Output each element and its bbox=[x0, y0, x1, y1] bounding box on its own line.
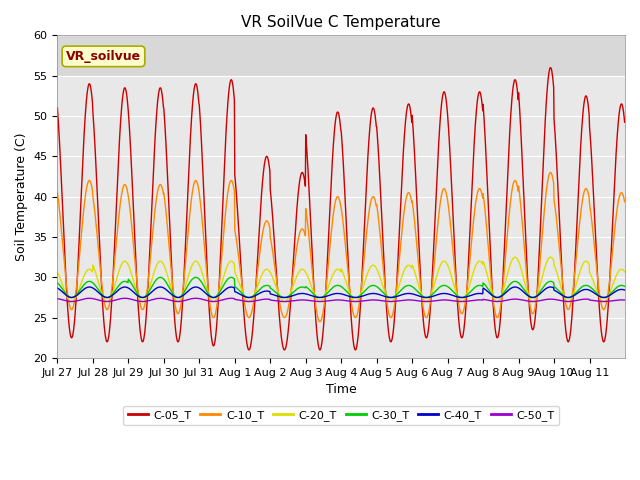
X-axis label: Time: Time bbox=[326, 383, 356, 396]
Title: VR SoilVue C Temperature: VR SoilVue C Temperature bbox=[241, 15, 441, 30]
Y-axis label: Soil Temperature (C): Soil Temperature (C) bbox=[15, 132, 28, 261]
Legend: C-05_T, C-10_T, C-20_T, C-30_T, C-40_T, C-50_T: C-05_T, C-10_T, C-20_T, C-30_T, C-40_T, … bbox=[124, 406, 559, 425]
Bar bbox=[58, 36, 625, 76]
Text: VR_soilvue: VR_soilvue bbox=[66, 50, 141, 63]
